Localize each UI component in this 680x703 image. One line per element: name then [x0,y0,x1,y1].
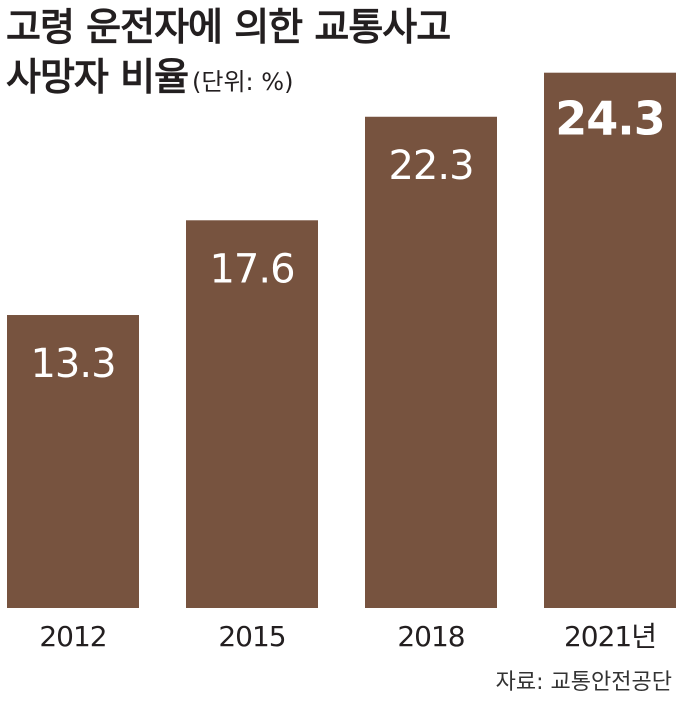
category-label-3: 2021년 [564,620,656,653]
bar-value-label-0: 13.3 [30,341,115,387]
title-line-2: 사망자 비율 (단위: %) [6,52,450,107]
source-note: 자료: 교통안전공단 [495,670,672,695]
bar-0 [7,315,139,608]
bar-2 [365,116,497,608]
bar-3 [544,72,676,608]
bar-value-label-1: 17.6 [209,246,294,292]
chart-title: 고령 운전자에 의한 교통사고 사망자 비율 (단위: %) [6,2,451,107]
category-label-2: 2018 [397,620,464,653]
category-label-0: 2012 [39,620,106,653]
bar-1 [186,220,318,608]
bar-value-label-2: 22.3 [388,143,473,189]
title-line-2-text: 사망자 비율 [6,55,189,99]
bar-value-label-3: 24.3 [555,92,665,146]
title-line-1: 고령 운전자에 의한 교통사고 [6,5,451,49]
category-label-1: 2015 [218,620,285,653]
unit-label: (단위: %) [192,68,294,96]
